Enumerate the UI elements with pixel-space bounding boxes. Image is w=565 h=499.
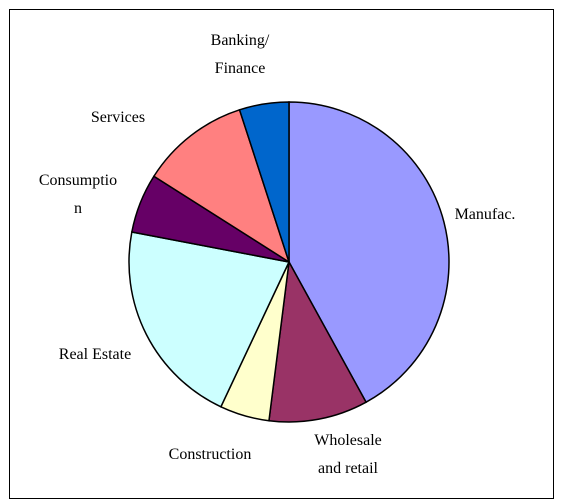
- pie-slice: [152, 108, 291, 264]
- slice-label: Consumption: [38, 172, 118, 217]
- slice-label: Construction: [168, 446, 252, 463]
- slice-label: Services: [90, 109, 146, 126]
- pie-slice: [128, 231, 291, 408]
- slice-label: Real Estate: [58, 346, 132, 363]
- pie-slice: [238, 101, 290, 263]
- slice-label: Manufac.: [454, 206, 516, 223]
- slice-label: Banking/ Finance: [210, 32, 270, 77]
- slice-label: Wholesale and retail: [314, 432, 382, 477]
- pie-slice: [268, 259, 368, 423]
- pie-slice: [288, 101, 450, 404]
